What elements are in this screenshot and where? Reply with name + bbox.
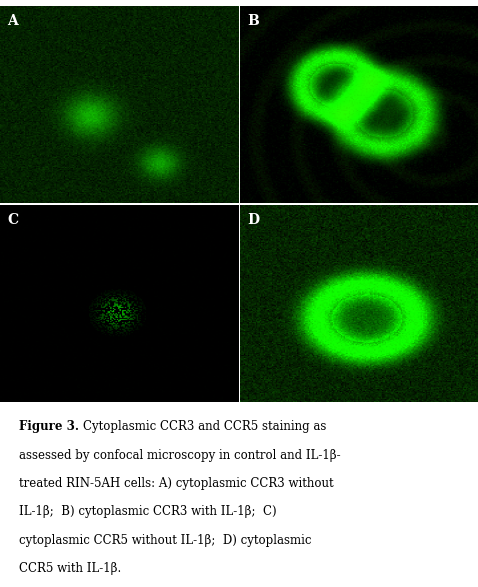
Text: A: A (7, 14, 18, 28)
Text: D: D (247, 213, 259, 227)
Text: Figure 3.: Figure 3. (19, 420, 83, 433)
Text: IL-1β;  B) cytoplasmic CCR3 with IL-1β;  C): IL-1β; B) cytoplasmic CCR3 with IL-1β; C… (19, 505, 277, 518)
Text: B: B (247, 14, 259, 28)
Text: C: C (7, 213, 18, 227)
Text: cytoplasmic CCR5 without IL-1β;  D) cytoplasmic: cytoplasmic CCR5 without IL-1β; D) cytop… (19, 534, 312, 546)
Text: assessed by confocal microscopy in control and IL-1β-: assessed by confocal microscopy in contr… (19, 449, 341, 462)
Text: CCR5 with IL-1β.: CCR5 with IL-1β. (19, 562, 121, 575)
Text: Cytoplasmic CCR3 and CCR5 staining as: Cytoplasmic CCR3 and CCR5 staining as (83, 420, 326, 433)
Text: treated RIN-5AH cells: A) cytoplasmic CCR3 without: treated RIN-5AH cells: A) cytoplasmic CC… (19, 477, 334, 490)
